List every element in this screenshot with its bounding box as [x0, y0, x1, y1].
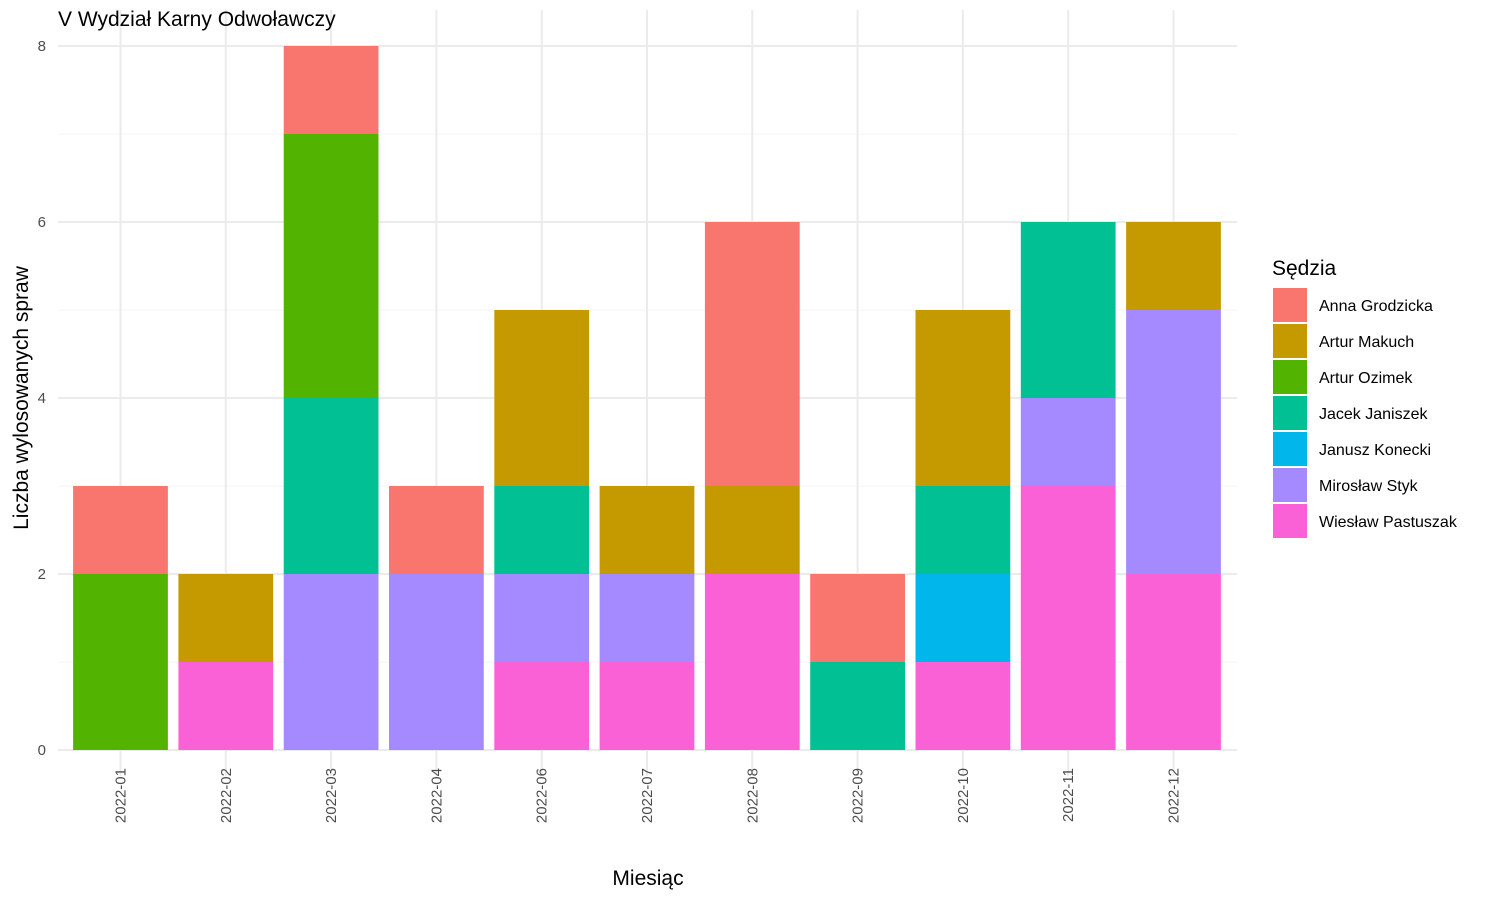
y-tick-label: 8 — [38, 38, 46, 55]
legend-label: Anna Grodzicka — [1319, 298, 1433, 315]
bar-segment — [599, 662, 695, 750]
bar-segment — [915, 574, 1011, 662]
x-tick-label: 2022-12 — [1166, 768, 1183, 823]
bar-segment — [178, 574, 274, 662]
y-axis-title: Liczba wylosowanych spraw — [10, 265, 33, 530]
bar-segment — [389, 574, 484, 750]
x-axis-title: Miesiąc — [612, 867, 683, 890]
x-tick-label: 2022-08 — [744, 768, 761, 823]
bar-segment — [915, 310, 1011, 486]
bar-segment — [1020, 222, 1116, 398]
legend-label: Mirosław Styk — [1319, 478, 1419, 495]
legend-swatch — [1273, 432, 1307, 466]
bar-segment — [915, 486, 1011, 574]
y-axis-ticks: 0 2 4 6 8 — [38, 38, 46, 759]
bar-segment — [283, 574, 379, 750]
bar-segment — [283, 134, 379, 398]
x-tick-label: 2022-11 — [1060, 768, 1077, 822]
x-axis-ticks: 2022-01 2022-02 2022-03 2022-04 2022-06 2022-… — [113, 768, 1183, 823]
bar-segment — [494, 486, 590, 574]
legend-label: Artur Ozimek — [1319, 370, 1413, 387]
legend-label: Artur Makuch — [1319, 334, 1414, 351]
x-tick-label: 2022-01 — [113, 768, 130, 823]
bar-segment — [1126, 222, 1221, 310]
bar-segment — [73, 486, 168, 574]
bar-segment — [494, 662, 590, 750]
legend-swatch — [1273, 360, 1307, 394]
bar-segment — [1020, 486, 1116, 750]
legend-swatch — [1273, 468, 1307, 502]
legend-swatch — [1273, 504, 1307, 538]
legend-items: Anna Grodzicka Artur Makuch Artur Ozimek Ja… — [1273, 288, 1458, 538]
bar-segment — [704, 486, 800, 574]
x-tick-label: 2022-09 — [850, 768, 867, 823]
bar-segment — [178, 662, 274, 750]
bars — [73, 46, 1221, 750]
legend-swatch — [1273, 324, 1307, 358]
bar-segment — [915, 662, 1011, 750]
bar-segment — [389, 486, 484, 574]
y-tick-label: 4 — [38, 390, 46, 407]
bar-segment — [810, 574, 905, 662]
bar-segment — [494, 310, 590, 486]
legend-label: Janusz Konecki — [1319, 442, 1431, 459]
x-tick-label: 2022-06 — [534, 768, 551, 823]
x-tick-label: 2022-02 — [218, 768, 235, 823]
legend-title: Sędzia — [1272, 257, 1337, 280]
legend-swatch — [1273, 396, 1307, 430]
bar-segment — [494, 574, 590, 662]
x-tick-label: 2022-07 — [639, 768, 656, 823]
bar-segment — [1126, 574, 1221, 750]
y-tick-label: 0 — [38, 742, 46, 759]
bar-segment — [283, 398, 379, 574]
y-tick-label: 2 — [38, 566, 46, 583]
bar-segment — [1126, 310, 1221, 574]
y-tick-label: 6 — [38, 214, 46, 231]
bar-segment — [73, 574, 168, 750]
bar-segment — [283, 46, 379, 134]
legend-label: Jacek Janiszek — [1319, 406, 1428, 423]
x-tick-label: 2022-04 — [428, 768, 445, 823]
bar-segment — [810, 662, 905, 750]
bar-segment — [704, 574, 800, 750]
legend: Sędzia Anna Grodzicka Artur Makuch Artur O… — [1272, 257, 1458, 538]
legend-swatch — [1273, 288, 1307, 322]
bar-segment — [599, 486, 695, 574]
bar-segment — [704, 222, 800, 486]
chart-title: V Wydział Karny Odwoławczy — [58, 8, 336, 31]
legend-label: Wiesław Pastuszak — [1319, 514, 1458, 531]
x-tick-label: 2022-10 — [955, 768, 972, 823]
bar-segment — [599, 574, 695, 662]
x-tick-label: 2022-03 — [323, 768, 340, 823]
bar-segment — [1020, 398, 1116, 486]
